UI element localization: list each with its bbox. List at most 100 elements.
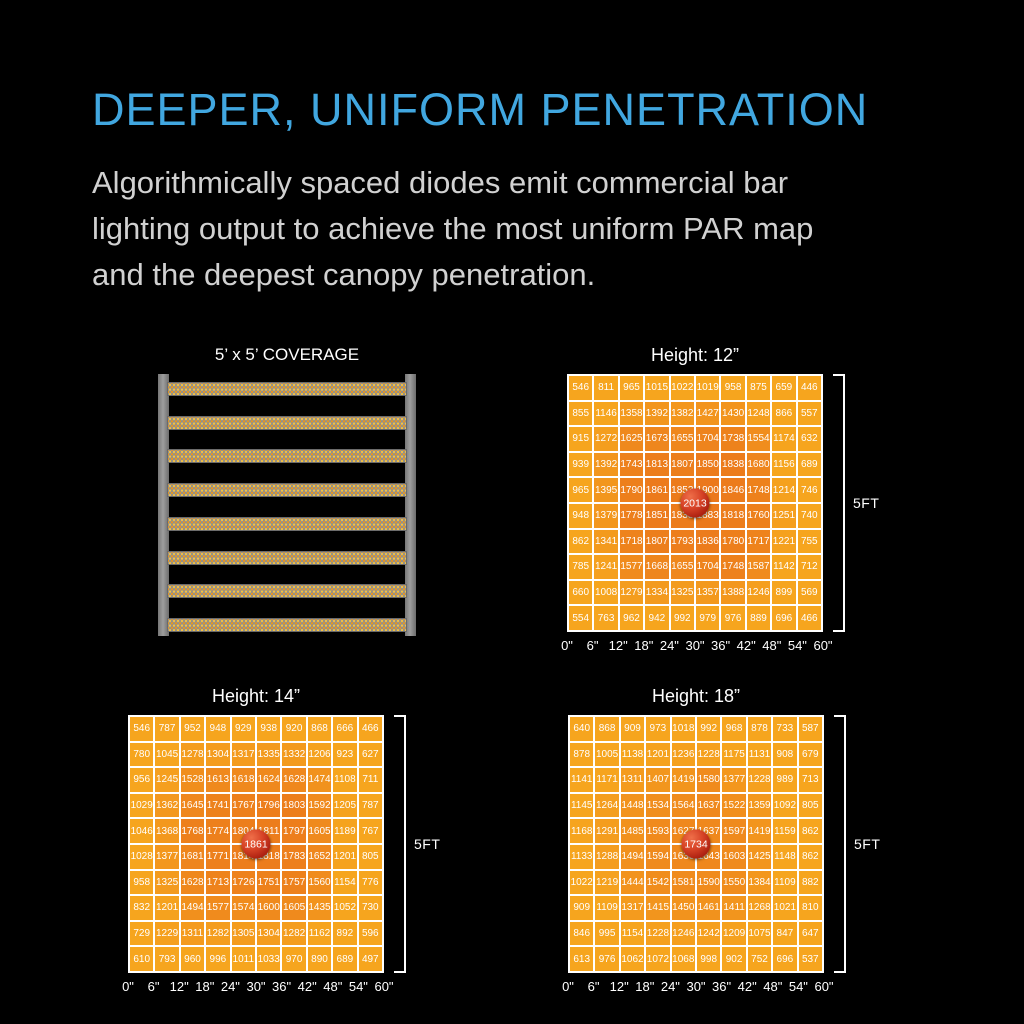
x-axis-tick: 54": [788, 979, 808, 994]
par-cell: 660: [569, 580, 593, 605]
x-axis: 0" 6" 12" 18" 24" 30" 36" 42" 48" 54" 60": [122, 979, 393, 995]
par-cell: 1154: [333, 870, 357, 895]
par-cell: 882: [798, 870, 822, 895]
par-cell: 1554: [746, 427, 771, 451]
par-cell: 1228: [696, 742, 721, 767]
par-cell: 892: [333, 921, 357, 946]
par-cell: 948: [569, 504, 593, 528]
par-cell: 1272: [594, 427, 618, 451]
par-cell: 832: [130, 896, 154, 920]
par-cell: 909: [620, 717, 645, 741]
par-cell: 1807: [645, 529, 669, 554]
par-cell: 1407: [646, 768, 670, 792]
led-bar: [167, 483, 407, 498]
x-axis-tick: 24": [220, 979, 240, 994]
par-cell: 752: [747, 947, 772, 971]
par-cell: 958: [721, 376, 745, 400]
par-heatmap-grid: 546 787 952 948 929 938 920 868 666 466 780 1045 127…: [128, 715, 384, 973]
par-cell: 1159: [773, 819, 797, 843]
par-cell: 1362: [155, 793, 179, 818]
par-cell: 1593: [646, 819, 670, 843]
x-axis-tick: 42": [737, 979, 757, 994]
par-map-12in-panel: Height: 12” 546 811 965 1015 1022 1019 958 875 6…: [561, 345, 879, 653]
par-cell: 1430: [721, 401, 745, 426]
par-cell: 1242: [696, 921, 721, 946]
par-cell: 659: [772, 376, 796, 400]
x-axis-tick: 54": [348, 979, 368, 994]
par-cell: 1109: [773, 870, 797, 895]
led-bar: [167, 550, 407, 565]
par-cell: 1577: [619, 555, 644, 579]
x-axis-tick: 60": [813, 638, 833, 653]
par-cell: 1341: [594, 529, 618, 554]
par-cell: 1358: [619, 401, 644, 426]
par-cell: 1581: [671, 870, 695, 895]
x-axis-tick: 18": [195, 979, 215, 994]
par-cell: 868: [595, 717, 619, 741]
x-axis-tick: 0": [561, 638, 573, 653]
par-cell: 1652: [307, 845, 332, 869]
height-bracket: [394, 715, 406, 973]
par-cell: 968: [722, 717, 746, 741]
par-cell: 1228: [747, 768, 772, 792]
x-axis-tick: 6": [587, 979, 600, 994]
par-cell: 689: [333, 947, 357, 971]
par-cell: 729: [130, 921, 154, 946]
par-cell: 632: [797, 427, 821, 451]
par-cell: 1587: [746, 555, 771, 579]
par-cell: 855: [569, 401, 593, 426]
x-axis-tick: 36": [712, 979, 732, 994]
par-cell: 976: [721, 606, 745, 630]
par-cell: 1796: [256, 793, 281, 818]
par-cell: 569: [797, 580, 821, 605]
par-cell: 1461: [696, 896, 721, 920]
par-cell: 1485: [620, 819, 645, 843]
led-bar: [167, 617, 407, 632]
par-cell: 952: [180, 717, 205, 741]
par-cell: 948: [206, 717, 230, 741]
par-cell: 740: [797, 504, 821, 528]
par-cell: 733: [773, 717, 797, 741]
par-cell: 908: [773, 742, 797, 767]
par-cell: 587: [798, 717, 822, 741]
x-axis-tick: 48": [762, 638, 782, 653]
par-cell: 1673: [645, 427, 669, 451]
par-cell: 992: [696, 717, 721, 741]
par-cell: 1205: [333, 793, 357, 818]
x-axis-tick: 30": [685, 638, 705, 653]
x-axis-tick: 6": [147, 979, 160, 994]
par-cell: 989: [773, 768, 797, 792]
par-cell: 1189: [333, 819, 357, 843]
par-cell: 1704: [695, 427, 720, 451]
par-cell: 1494: [180, 896, 205, 920]
par-cell: 1248: [746, 401, 771, 426]
par-cell: 776: [358, 870, 382, 895]
par-cell: 889: [746, 606, 771, 630]
par-cell: 1542: [646, 870, 670, 895]
par-cell: 746: [797, 478, 821, 502]
par-cell: 546: [569, 376, 593, 400]
height-bracket: [833, 374, 845, 632]
par-map-title: Height: 14”: [211, 686, 301, 706]
par-cell: 996: [206, 947, 230, 971]
par-cell: 1783: [282, 845, 306, 869]
par-cell: 1600: [256, 896, 281, 920]
par-cell: 1279: [619, 580, 644, 605]
par-cell: 1774: [206, 819, 230, 843]
par-cell: 1109: [595, 896, 619, 920]
par-cell: 1592: [307, 793, 332, 818]
par-cell: 1748: [721, 555, 745, 579]
par-cell: 929: [231, 717, 255, 741]
par-cell: 1628: [282, 768, 306, 792]
par-cell: 862: [798, 845, 822, 869]
par-cell: 1209: [722, 921, 746, 946]
par-heatmap-grid: 546 811 965 1015 1022 1019 958 875 659 446 855 1146…: [567, 374, 823, 632]
par-cell: 1305: [231, 921, 255, 946]
par-cell: 1645: [180, 793, 205, 818]
x-axis-tick: 30": [246, 979, 266, 994]
par-cell: 1245: [155, 768, 179, 792]
par-cell: 1741: [206, 793, 230, 818]
par-cell: 557: [797, 401, 821, 426]
fixture-rail-right: [405, 374, 416, 636]
x-axis: 0" 6" 12" 18" 24" 30" 36" 42" 48" 54" 60": [562, 979, 833, 995]
